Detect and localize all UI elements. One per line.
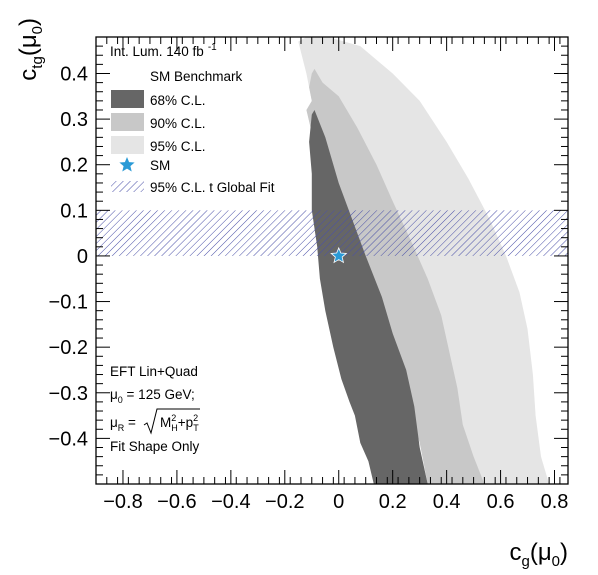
x-tick-label: −0.4 [211, 491, 250, 513]
y-tick-label: −0.3 [49, 383, 88, 405]
legend-label-95: 95% C.L. [150, 139, 206, 154]
legend-label-global-fit: 95% C.L. t Global Fit [150, 180, 275, 195]
y-tick-label: 0.1 [60, 200, 88, 222]
sqrt-sign-icon [143, 408, 200, 435]
x-axis-ticks: −0.8 −0.6 −0.4 −0.2 0 0.2 0.4 0.6 0.8 [103, 37, 568, 513]
global-fit-band-layer [96, 210, 568, 256]
y-tick-label: −0.4 [49, 428, 88, 450]
x-tick-label: 0 [333, 491, 344, 513]
x-tick-label: −0.6 [157, 491, 196, 513]
annotation-line-3-sqrt-body: M2 H+p2 T [160, 413, 199, 433]
y-tick-label: 0.4 [60, 63, 88, 85]
legend-swatch-95 [111, 136, 144, 154]
eft-annotation: EFT Lin+Quad μ0 = 125 GeV; μR = M2 H+p2 T … [110, 364, 200, 454]
sm-marker-layer [330, 246, 348, 264]
x-tick-label: 0.2 [379, 491, 407, 513]
legend-label-68: 68% C.L. [150, 93, 206, 108]
confidence-regions [298, 37, 550, 484]
legend-swatch-68 [111, 90, 144, 108]
legend: Int. Lum. 140 fb -1 SM Benchmark 68% C.L.… [110, 42, 275, 195]
region-68-c-l [309, 110, 428, 484]
x-tick-label: 0.4 [433, 491, 461, 513]
legend-label-90: 90% C.L. [150, 116, 206, 131]
y-tick-label: 0.2 [60, 155, 88, 177]
legend-swatch-global-fit [111, 181, 144, 192]
y-axis-ticks: −0.4 −0.3 −0.2 −0.1 0 0.1 0.2 0.3 0.4 [49, 45, 568, 476]
x-tick-label: 0.6 [487, 491, 515, 513]
annotation-line-2: μ0 = 125 GeV; [110, 387, 195, 405]
x-axis-title: cg(μ0) [509, 539, 568, 570]
legend-subheader: SM Benchmark [150, 69, 243, 84]
x-tick-label: −0.2 [265, 491, 304, 513]
legend-label-sm: SM [150, 158, 170, 173]
annotation-line-3: μR = [110, 415, 136, 433]
y-axis-title: ctg(μ0) [15, 18, 46, 81]
sm-point-star-icon [330, 246, 348, 264]
y-tick-label: −0.1 [49, 292, 88, 314]
global-fit-band [96, 210, 568, 256]
region-90-c-l [306, 68, 485, 484]
x-tick-label: −0.8 [103, 491, 142, 513]
legend-swatch-90 [111, 113, 144, 131]
annotation-line-4: Fit Shape Only [110, 439, 200, 454]
annotation-line-1: EFT Lin+Quad [110, 364, 198, 379]
legend-sm-star-icon [119, 157, 135, 172]
legend-header: Int. Lum. 140 fb -1 [110, 42, 217, 59]
x-tick-label: 0.8 [541, 491, 569, 513]
y-tick-label: 0.3 [60, 109, 88, 131]
y-tick-label: −0.2 [49, 337, 88, 359]
y-tick-label: 0 [77, 246, 88, 268]
plot-frame [95, 36, 569, 485]
